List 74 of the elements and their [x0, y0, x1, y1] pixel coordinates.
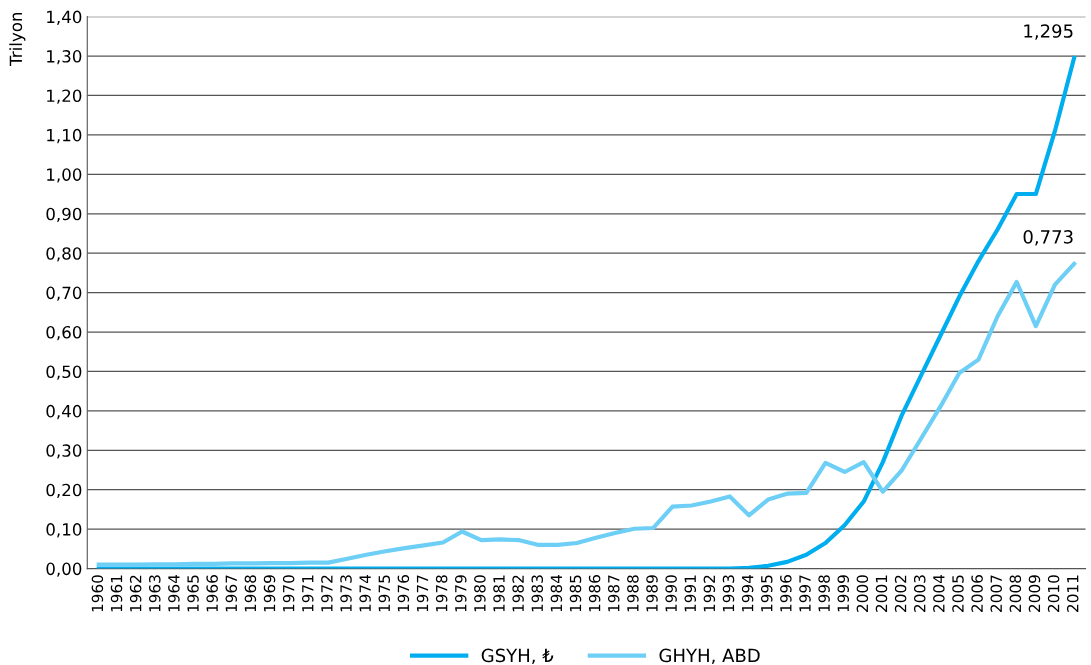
x-tick-label: 2008 — [1009, 575, 1022, 612]
y-tick-label: 1,40 — [47, 10, 82, 25]
x-tick-label: 1992 — [703, 575, 716, 612]
x-tick-label: 1994 — [741, 574, 754, 612]
x-tick-label: 2009 — [1028, 575, 1041, 612]
annotation: 0,773 — [1023, 230, 1073, 246]
x-tick-label: 1986 — [588, 575, 601, 612]
x-tick-label: 1995 — [760, 575, 773, 612]
x-tick-label: 2011 — [1066, 575, 1079, 612]
x-tick-label: 1969 — [263, 575, 276, 612]
y-tick-label: 0,10 — [46, 523, 82, 538]
x-tick-label: 1970 — [282, 575, 295, 612]
y-tick-label: 0,90 — [46, 207, 82, 223]
x-tick-label: 1966 — [206, 575, 218, 612]
x-tick-label: 1972 — [321, 575, 333, 612]
x-tick-label: 1990 — [665, 575, 677, 612]
y-tick-label: 0,30 — [46, 444, 82, 459]
x-tick-label: 1977 — [416, 575, 429, 612]
x-tick-label: 1999 — [837, 575, 850, 612]
x-tick-label: 1975 — [378, 575, 391, 612]
x-tick-label: 1978 — [435, 575, 448, 612]
x-tick-label: 1967 — [225, 575, 238, 612]
y-tick-label: 1,20 — [47, 89, 82, 104]
x-tick-label: 2005 — [952, 575, 964, 612]
x-tick-label: 1980 — [474, 575, 486, 612]
y-tick-label: 1,10 — [47, 128, 82, 144]
annotation: 1,295 — [1024, 24, 1073, 40]
x-tick-label: 1983 — [531, 575, 544, 612]
y-tick-label: 0,20 — [46, 483, 82, 498]
y-tick-label: 1,30 — [47, 50, 82, 65]
x-tick-label: 1963 — [149, 575, 161, 612]
x-tick-label: 1984 — [550, 574, 563, 612]
x-tick-label: 2006 — [971, 575, 983, 612]
x-tick-label: 1976 — [397, 575, 410, 612]
x-tick-label: 1973 — [340, 575, 352, 612]
line-series — [96, 261, 1077, 567]
x-tick-label: 2003 — [913, 575, 926, 612]
x-tick-label: 1965 — [187, 575, 199, 612]
line-series — [96, 55, 1077, 569]
x-tick-label: 2002 — [894, 575, 907, 612]
x-tick-label: 2010 — [1047, 575, 1060, 612]
x-tick-label: 1988 — [627, 575, 639, 612]
y-tick-label: 0,80 — [46, 247, 82, 262]
x-tick-label: 1987 — [607, 575, 620, 612]
y-tick-label: 1,00 — [47, 168, 82, 183]
y-tick-label: 0,70 — [46, 286, 82, 301]
x-tick-label: 1964 — [168, 574, 180, 612]
x-tick-label: 1979 — [454, 575, 467, 612]
x-tick-label: 2007 — [990, 575, 1003, 612]
x-tick-label: 1981 — [493, 575, 505, 612]
x-tick-label: 1991 — [684, 575, 697, 612]
x-tick-label: 1993 — [722, 575, 735, 612]
x-tick-label: 2001 — [875, 575, 888, 612]
x-tick-label: 1989 — [646, 575, 658, 612]
x-tick-label: 1962 — [129, 575, 142, 612]
legend-label: GSYH, ₺ — [481, 648, 554, 665]
x-tick-label: 1998 — [818, 575, 830, 612]
x-tick-label: 1971 — [301, 575, 314, 612]
y-tick-label: 0,00 — [46, 562, 82, 577]
x-tick-label: 2000 — [856, 575, 869, 612]
y-tick-label: 0,40 — [46, 404, 82, 420]
y-tick-label: 0,50 — [46, 365, 82, 380]
x-tick-label: 1982 — [512, 575, 524, 612]
x-tick-label: 2004 — [933, 574, 945, 612]
legend-label: GHYH, ABD — [659, 648, 760, 665]
x-tick-label: 1985 — [569, 575, 582, 612]
x-tick-label: 1968 — [244, 575, 257, 612]
x-tick-label: 1996 — [780, 575, 792, 612]
x-tick-label: 1997 — [799, 575, 811, 612]
y-tick-label: 0,60 — [46, 325, 82, 341]
y-axis-title: Trilyon — [9, 12, 26, 66]
x-tick-label: 1961 — [110, 575, 123, 612]
x-tick-label: 1974 — [359, 574, 371, 612]
x-tick-label: 1960 — [91, 575, 104, 612]
